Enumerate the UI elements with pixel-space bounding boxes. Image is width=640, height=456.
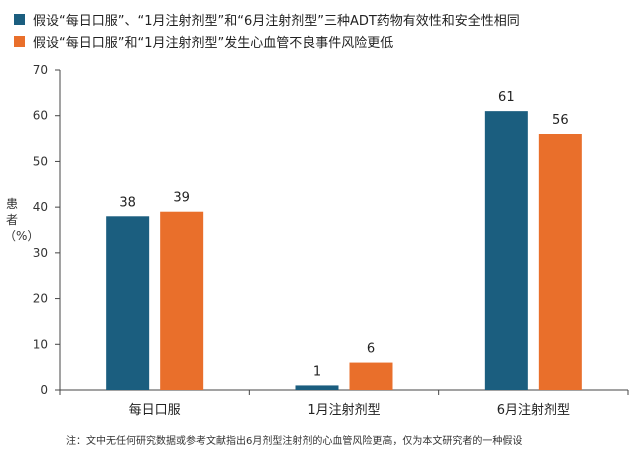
legend-item-series-2: 假设“每日口服”和“1月注射剂型”发生心血管不良事件风险更低 <box>14 30 520 52</box>
y-tick-label: 40 <box>33 200 48 214</box>
data-label: 6 <box>367 342 375 357</box>
footnote: 注：文中无任何研究数据或参考文献指出6月剂型注射剂的心血管风险更高，仅为本文研究… <box>66 436 523 447</box>
y-tick-label: 70 <box>33 63 48 77</box>
data-label: 1 <box>313 364 321 379</box>
bar-series-2 <box>349 362 393 390</box>
y-tick-label: 20 <box>33 292 48 306</box>
y-tick-label: 30 <box>33 246 48 260</box>
x-category-label: 1月注射剂型 <box>307 402 380 418</box>
bar-series-1 <box>295 385 339 390</box>
bar-series-2 <box>538 134 582 390</box>
x-category-label: 6月注射剂型 <box>497 402 570 418</box>
legend: 假设“每日口服”、“1月注射剂型”和“6月注射剂型”三种ADT药物有效性和安全性… <box>14 8 520 52</box>
legend-swatch-series-1 <box>14 13 25 25</box>
y-tick-label: 60 <box>33 109 48 123</box>
bar-series-2 <box>160 211 204 390</box>
data-label: 38 <box>119 195 136 210</box>
bar-series-1 <box>484 111 528 391</box>
legend-label-series-1: 假设“每日口服”、“1月注射剂型”和“6月注射剂型”三种ADT药物有效性和安全性… <box>33 13 520 29</box>
y-tick-label: 0 <box>40 383 48 397</box>
data-label: 39 <box>173 191 190 206</box>
legend-swatch-series-2 <box>14 35 25 47</box>
bar-series-1 <box>106 216 150 390</box>
y-tick-label: 50 <box>33 154 48 168</box>
data-label: 56 <box>552 113 569 128</box>
y-tick-label: 10 <box>33 337 48 351</box>
x-category-label: 每日口服 <box>129 402 181 418</box>
data-label: 61 <box>498 90 515 105</box>
legend-label-series-2: 假设“每日口服”和“1月注射剂型”发生心血管不良事件风险更低 <box>33 35 394 51</box>
legend-item-series-1: 假设“每日口服”、“1月注射剂型”和“6月注射剂型”三种ADT药物有效性和安全性… <box>14 8 520 30</box>
